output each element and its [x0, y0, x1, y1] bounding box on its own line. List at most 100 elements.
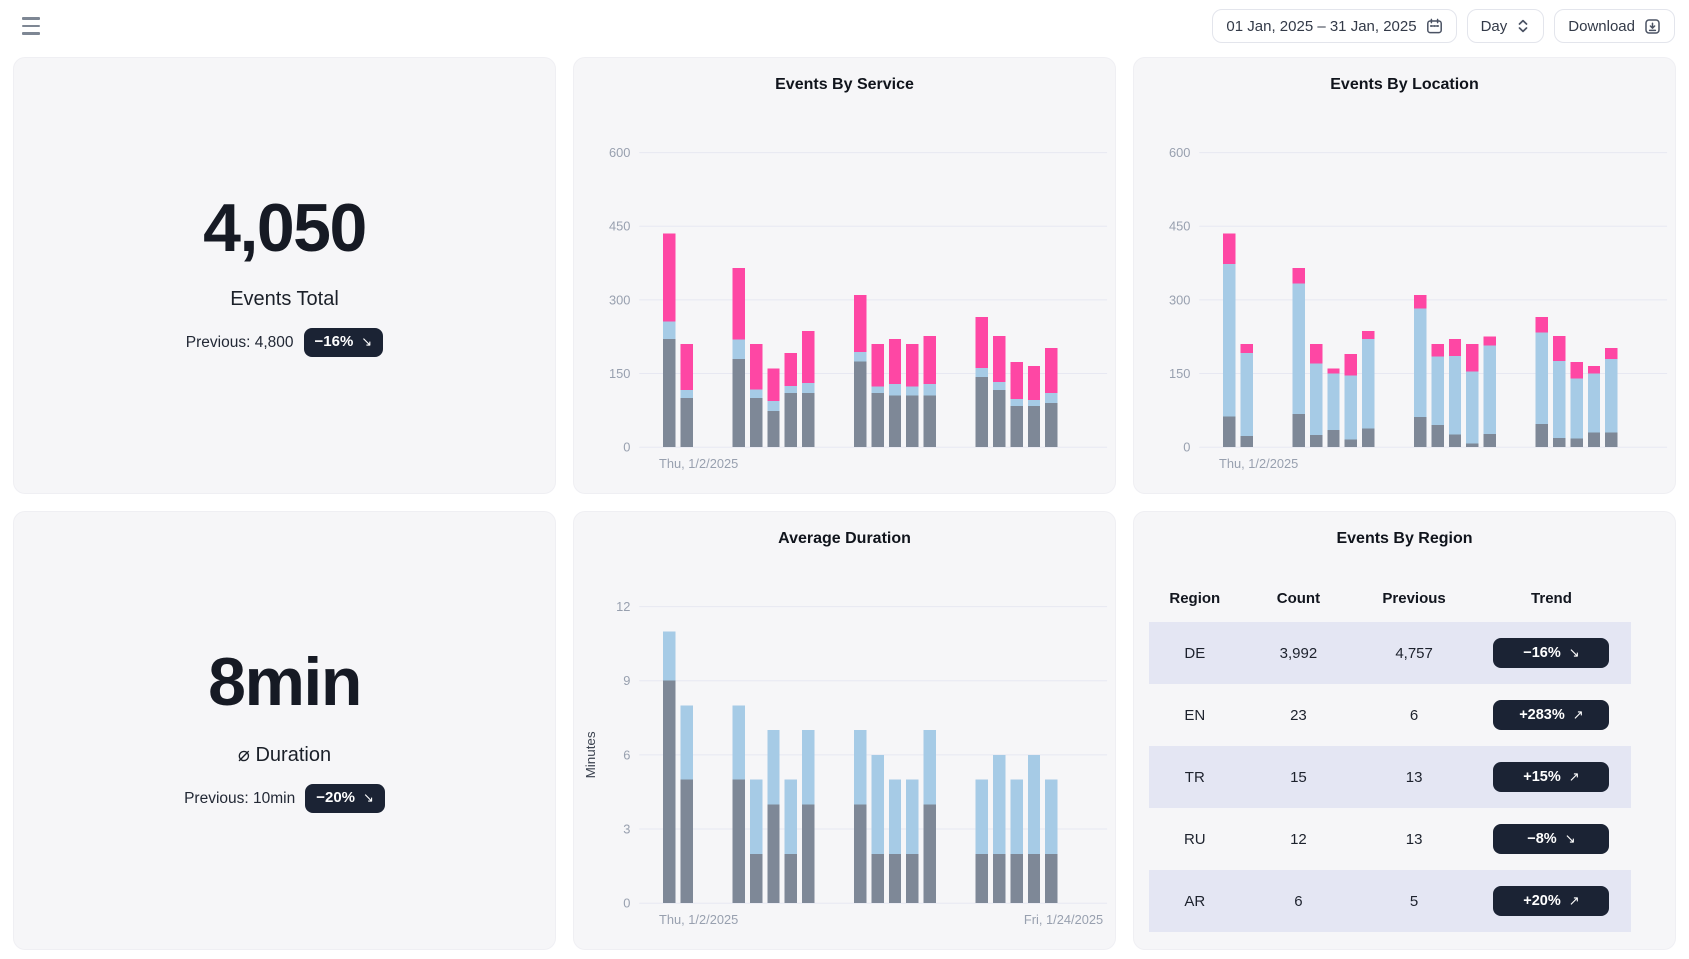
chart-panel-average-duration: Average Duration 0 3 6 9 12 Thu, 1/2/2025 Fri,…: [573, 511, 1116, 950]
trend-cell: +15% ↗: [1472, 761, 1631, 793]
trend-badge: +20% ↗: [1493, 885, 1610, 917]
topbar-controls: 01 Jan, 2025 – 31 Jan, 2025 Day Download: [1212, 9, 1675, 43]
count-cell: 6: [1294, 892, 1303, 910]
count-cell: 12: [1290, 830, 1307, 848]
chart-title: Average Duration: [778, 530, 911, 547]
chart-panel-events-by-location: Events By Location 0 150 300 450 600 Thu, 1/2…: [1133, 57, 1676, 494]
svg-text:450: 450: [609, 219, 630, 234]
chart-title: Events By Service: [775, 76, 914, 93]
hamburger-icon: [22, 17, 40, 20]
kpi-previous-row: Previous: 4,800 −16% ↘: [185, 328, 384, 357]
region-cell: DE: [1184, 644, 1206, 662]
table-header-cell: Count: [1276, 589, 1321, 607]
previous-cell: 6: [1409, 706, 1419, 724]
trend-value: −16%: [314, 333, 354, 351]
svg-text:450: 450: [1169, 219, 1190, 234]
region-cell: RU: [1183, 830, 1206, 848]
svg-text:300: 300: [609, 292, 630, 307]
trend-down-arrow-icon: ↘: [361, 334, 373, 350]
granularity-select[interactable]: Day: [1466, 9, 1545, 43]
trend-cell: −16% ↘: [1472, 637, 1631, 669]
kpi-label: ⌀ Duration: [237, 744, 332, 767]
trend-value: +283%: [1519, 706, 1565, 723]
topbar: 01 Jan, 2025 – 31 Jan, 2025 Day Download: [0, 0, 1689, 48]
download-button[interactable]: Download: [1554, 9, 1675, 43]
table-row: RU 12 13 −8% ↘: [1149, 808, 1631, 870]
trend-badge: −8% ↘: [1493, 823, 1610, 855]
download-icon: [1645, 18, 1660, 34]
download-label: Download: [1568, 17, 1635, 35]
kpi-previous-value: Previous: 10min: [184, 789, 296, 807]
previous-cell: 4,757: [1395, 644, 1433, 662]
table-row: DE 3,992 4,757 −16% ↘: [1149, 622, 1631, 684]
svg-text:9: 9: [623, 673, 630, 688]
trend-up-arrow-icon: ↗: [1572, 706, 1584, 722]
events-by-service-chart: 0 150 300 450 600 Thu, 1/2/2025: [609, 145, 1108, 471]
date-range-button[interactable]: 01 Jan, 2025 – 31 Jan, 2025: [1212, 9, 1457, 43]
table-header-cell: Region: [1169, 589, 1221, 607]
previous-cell: 13: [1405, 768, 1423, 786]
svg-text:Thu, 1/2/2025: Thu, 1/2/2025: [659, 912, 738, 927]
chart-title: Events By Location: [1330, 76, 1479, 93]
svg-text:Thu, 1/2/2025: Thu, 1/2/2025: [659, 456, 738, 471]
trend-down-arrow-icon: ↘: [363, 790, 374, 806]
trend-badge: −16% ↘: [303, 328, 384, 357]
trend-cell: −8% ↘: [1472, 823, 1631, 855]
svg-text:0: 0: [623, 896, 630, 911]
kpi-card-events-total: 4,050 Events Total Previous: 4,800 −16% …: [13, 57, 556, 494]
svg-text:Fri, 1/24/2025: Fri, 1/24/2025: [1024, 912, 1103, 927]
previous-cell: 5: [1409, 892, 1419, 910]
table-row: AR 6 5 +20% ↗: [1149, 870, 1631, 932]
region-cell: EN: [1184, 706, 1206, 724]
trend-value: −16%: [1523, 644, 1561, 661]
trend-value: −8%: [1527, 830, 1557, 847]
trend-badge: +283% ↗: [1493, 699, 1610, 731]
chevron-up-down-icon: [1518, 19, 1528, 33]
trend-value: −20%: [316, 789, 356, 807]
svg-text:150: 150: [609, 366, 630, 381]
trend-down-arrow-icon: ↘: [1564, 830, 1576, 846]
trend-up-arrow-icon: ↗: [1568, 892, 1580, 908]
kpi-previous-value: Previous: 4,800: [185, 333, 294, 351]
region-cell: TR: [1184, 768, 1205, 786]
count-cell: 15: [1290, 768, 1307, 786]
svg-text:600: 600: [1169, 145, 1190, 160]
svg-text:0: 0: [1183, 440, 1190, 455]
chart-panel-events-by-service: Events By Service 0 150 300 450 600 Thu, 1/2/…: [573, 57, 1116, 494]
svg-text:150: 150: [1169, 366, 1190, 381]
trend-value: +15%: [1523, 768, 1561, 785]
region-table-body: DE 3,992 4,757 −16% ↘ EN 23 6 +283% ↗ TR 15 13 +15% ↗ R…: [1149, 622, 1631, 932]
trend-badge: +15% ↗: [1493, 761, 1610, 793]
table-row: EN 23 6 +283% ↗: [1149, 684, 1631, 746]
svg-text:12: 12: [616, 599, 630, 614]
kpi-card-duration: 8min ⌀ Duration Previous: 10min −20% ↘: [13, 511, 556, 950]
table-row: TR 15 13 +15% ↗: [1149, 746, 1631, 808]
kpi-label: Events Total: [230, 288, 339, 311]
region-table: Region Count Previous Trend DE 3,992 4,757 −16…: [1149, 574, 1631, 932]
kpi-previous-row: Previous: 10min −20% ↘: [184, 784, 385, 813]
kpi-value: 4,050: [203, 190, 367, 267]
dashboard-grid: 4,050 Events Total Previous: 4,800 −16% …: [13, 57, 1676, 950]
table-header-cell: Previous: [1382, 589, 1446, 607]
count-cell: 3,992: [1279, 644, 1318, 662]
kpi-value: 8min: [208, 644, 362, 721]
events-by-region-panel: Events By Region Region Count Previous Tren…: [1133, 511, 1676, 950]
granularity-value: Day: [1480, 17, 1508, 35]
svg-text:6: 6: [623, 747, 630, 762]
count-cell: 23: [1290, 706, 1307, 724]
trend-cell: +283% ↗: [1472, 699, 1631, 731]
date-range-value: 01 Jan, 2025 – 31 Jan, 2025: [1226, 17, 1417, 35]
menu-button[interactable]: [19, 12, 43, 40]
svg-text:0: 0: [623, 440, 630, 455]
region-cell: AR: [1184, 892, 1206, 910]
trend-badge: −20% ↘: [305, 784, 385, 813]
trend-badge: −16% ↘: [1493, 637, 1610, 669]
previous-cell: 13: [1405, 830, 1423, 848]
svg-text:300: 300: [1169, 292, 1190, 307]
svg-text:Thu, 1/2/2025: Thu, 1/2/2025: [1219, 456, 1298, 471]
svg-text:3: 3: [623, 821, 630, 836]
trend-up-arrow-icon: ↗: [1568, 768, 1580, 784]
trend-value: +20%: [1523, 892, 1561, 909]
events-by-location-chart: 0 150 300 450 600 Thu, 1/2/2025: [1169, 145, 1668, 471]
